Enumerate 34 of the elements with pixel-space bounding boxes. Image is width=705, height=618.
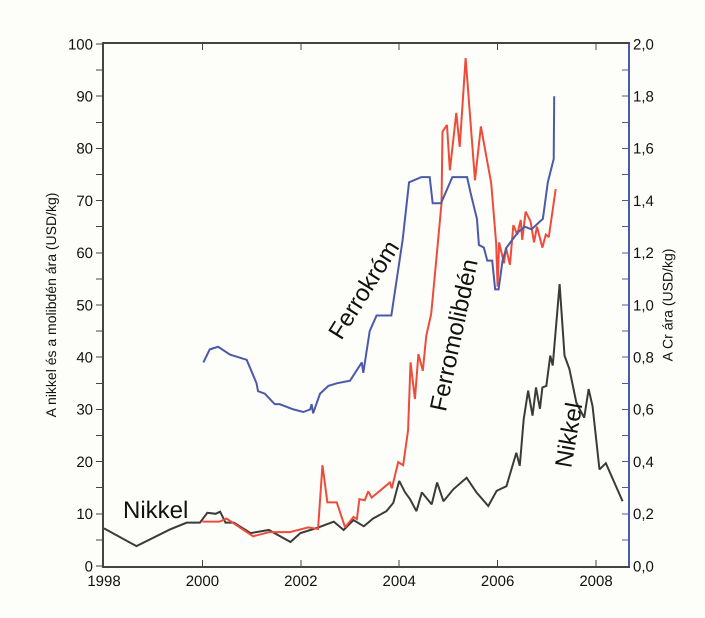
y2-tick-label: 0,2 bbox=[633, 506, 654, 524]
y2-tick-label: 0,4 bbox=[633, 454, 654, 471]
series-label: Nikkel bbox=[123, 497, 188, 524]
y2-tick-label: 1,8 bbox=[633, 88, 654, 106]
y2-tick-label: 1,0 bbox=[633, 297, 654, 314]
x-tick-label: 2000 bbox=[186, 573, 220, 590]
y-tick-label: 0 bbox=[84, 558, 93, 576]
y2-tick-label: 0,0 bbox=[633, 558, 654, 576]
x-tick-label: 2006 bbox=[480, 573, 514, 590]
y-axis-title: A nikkel és a molibdén ára (USD/kg) bbox=[43, 192, 60, 418]
y-tick-label: 50 bbox=[76, 297, 93, 314]
text: Nikkel bbox=[550, 400, 588, 470]
x-tick-label: 2004 bbox=[382, 573, 416, 590]
y-tick-label: 20 bbox=[76, 454, 93, 471]
line-series bbox=[201, 57, 557, 538]
y-tick-label: 30 bbox=[76, 402, 93, 419]
y-tick-label: 80 bbox=[76, 140, 93, 158]
x-tick-label: 2002 bbox=[284, 573, 318, 590]
y2-tick-label: 2,0 bbox=[633, 36, 654, 54]
line-series bbox=[202, 95, 556, 414]
y2-axis-title: A Cr ára (USD/kg) bbox=[660, 248, 676, 362]
x-tick-label: 1998 bbox=[87, 573, 121, 590]
y-tick-label: 70 bbox=[76, 192, 93, 210]
y2-tick-label: 1,4 bbox=[633, 192, 654, 210]
y2-tick-label: 1,2 bbox=[633, 245, 654, 262]
y-tick-label: 90 bbox=[76, 88, 93, 106]
y-tick-label: 40 bbox=[76, 349, 93, 366]
y2-tick-label: 1,6 bbox=[633, 140, 654, 158]
x-tick-label: 2008 bbox=[579, 573, 613, 590]
y-tick-label: 60 bbox=[76, 245, 93, 262]
y-tick-label: 10 bbox=[76, 506, 93, 524]
y-tick-label: 100 bbox=[68, 36, 93, 54]
y2-tick-label: 0,8 bbox=[633, 349, 654, 366]
y2-tick-label: 0,6 bbox=[633, 402, 654, 419]
